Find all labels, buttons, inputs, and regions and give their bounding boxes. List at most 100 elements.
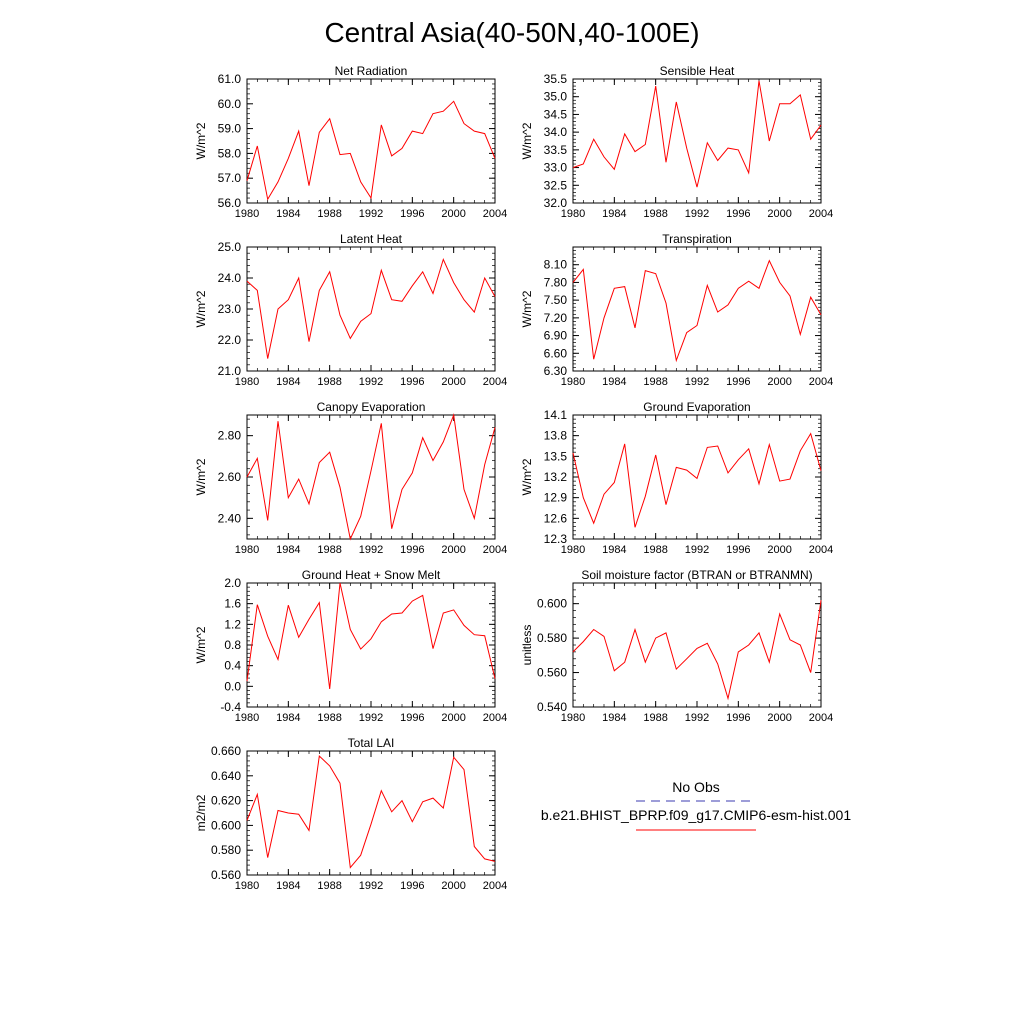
x-tick-label: 2000	[441, 208, 465, 220]
panel-title: Net Radiation	[335, 64, 408, 78]
x-tick-label: 1984	[276, 880, 300, 892]
x-tick-label: 2000	[767, 208, 791, 220]
y-axis-label: m2/m2	[194, 794, 208, 831]
panel-title: Latent Heat	[340, 232, 403, 246]
x-tick-label: 1980	[235, 376, 259, 388]
y-tick-label: 2.0	[224, 576, 241, 590]
y-tick-label: 2.80	[218, 429, 242, 443]
y-tick-label: 33.0	[544, 161, 568, 175]
x-tick-label: 1980	[235, 208, 259, 220]
panel-soil-moisture-factor-btran-or-btranmn: Soil moisture factor (BTRAN or BTRANMN) u…	[520, 568, 833, 724]
series-line	[572, 600, 822, 701]
x-tick-label: 2004	[809, 544, 833, 556]
x-tick-label: 2004	[483, 712, 507, 724]
y-axis-label: W/m^2	[194, 122, 208, 159]
x-tick-label: 1988	[317, 208, 341, 220]
series-line	[572, 80, 822, 188]
y-tick-label: 32.5	[544, 178, 568, 192]
y-tick-label: 57.0	[218, 171, 242, 185]
plot-frame	[246, 582, 496, 708]
y-tick-label: 1.2	[224, 617, 241, 631]
x-tick-label: 1996	[726, 544, 750, 556]
x-tick-label: 1984	[602, 376, 626, 388]
legend-model-label: b.e21.BHIST_BPRP.f09_g17.CMIP6-esm-hist.…	[541, 807, 851, 823]
x-tick-label: 1984	[602, 544, 626, 556]
x-tick-label: 1988	[317, 544, 341, 556]
series-line	[246, 582, 496, 689]
figure-title: Central Asia(40-50N,40-100E)	[324, 17, 699, 48]
y-tick-label: 0.600	[211, 818, 241, 832]
y-tick-label: 0.660	[211, 744, 241, 758]
y-tick-label: 22.0	[218, 333, 242, 347]
y-axis-label: unitless	[520, 625, 534, 666]
x-tick-label: 1992	[359, 544, 383, 556]
x-tick-label: 1980	[235, 712, 259, 724]
panel-canopy-evaporation: Canopy Evaporation W/m^2 1980 1984 1988 1992 1…	[194, 400, 507, 556]
y-tick-label: 35.5	[544, 72, 568, 86]
panels: Net Radiation W/m^2 1980 1984 1988 1992 1996 20…	[194, 64, 833, 892]
plot-frame	[572, 582, 822, 708]
x-tick-label: 1996	[726, 208, 750, 220]
panel-title: Canopy Evaporation	[317, 400, 426, 414]
x-tick-label: 1984	[276, 208, 300, 220]
y-tick-label: 0.4	[224, 659, 241, 673]
x-tick-label: 2000	[441, 880, 465, 892]
y-tick-label: 21.0	[218, 364, 242, 378]
x-tick-label: 2000	[767, 712, 791, 724]
y-tick-label: 23.0	[218, 302, 242, 316]
panel-title: Sensible Heat	[660, 64, 735, 78]
y-tick-label: 0.600	[537, 597, 567, 611]
x-tick-label: 1988	[643, 208, 667, 220]
y-tick-label: 7.20	[544, 311, 568, 325]
y-tick-label: 14.1	[544, 408, 568, 422]
series-line	[246, 754, 496, 869]
x-tick-label: 1996	[400, 208, 424, 220]
y-tick-label: 6.90	[544, 329, 568, 343]
x-tick-label: 1996	[400, 376, 424, 388]
x-tick-label: 1992	[685, 208, 709, 220]
plot-frame	[246, 78, 496, 204]
x-tick-label: 2004	[483, 880, 507, 892]
series-line	[572, 432, 822, 528]
y-tick-label: 0.560	[537, 666, 567, 680]
y-tick-label: 59.0	[218, 122, 242, 136]
panel-net-radiation: Net Radiation W/m^2 1980 1984 1988 1992 1996 20…	[194, 64, 507, 220]
x-tick-label: 1988	[643, 712, 667, 724]
y-tick-label: 1.6	[224, 597, 241, 611]
x-tick-label: 1992	[359, 208, 383, 220]
y-tick-label: 12.6	[544, 511, 568, 525]
y-tick-label: 6.60	[544, 346, 568, 360]
legend-obs-label: No Obs	[672, 779, 719, 795]
y-tick-label: 60.0	[218, 97, 242, 111]
x-tick-label: 1988	[317, 880, 341, 892]
y-tick-label: 32.0	[544, 196, 568, 210]
x-tick-label: 2000	[441, 376, 465, 388]
series-line	[246, 413, 496, 541]
y-tick-label: 13.8	[544, 429, 568, 443]
plot-frame	[572, 246, 822, 372]
y-tick-label: 34.0	[544, 125, 568, 139]
panel-title: Transpiration	[662, 232, 732, 246]
x-tick-label: 1980	[235, 544, 259, 556]
y-tick-label: 35.0	[544, 90, 568, 104]
x-tick-label: 1980	[235, 880, 259, 892]
y-tick-label: 12.9	[544, 491, 568, 505]
y-tick-label: 0.640	[211, 769, 241, 783]
panel-title: Total LAI	[348, 736, 395, 750]
y-tick-label: 56.0	[218, 196, 242, 210]
x-tick-label: 1988	[643, 376, 667, 388]
y-axis-label: W/m^2	[520, 458, 534, 495]
panel-title: Ground Heat + Snow Melt	[302, 568, 441, 582]
series-line	[246, 257, 496, 359]
legend: No Obs b.e21.BHIST_BPRP.f09_g17.CMIP6-es…	[541, 779, 851, 831]
y-axis-label: W/m^2	[194, 290, 208, 327]
y-tick-label: 0.580	[537, 631, 567, 645]
x-tick-label: 1996	[400, 880, 424, 892]
x-tick-label: 1988	[317, 376, 341, 388]
x-tick-label: 2000	[441, 712, 465, 724]
x-tick-label: 1980	[561, 712, 585, 724]
y-tick-label: 24.0	[218, 271, 242, 285]
x-tick-label: 2004	[809, 376, 833, 388]
x-tick-label: 1992	[685, 376, 709, 388]
x-tick-label: 1992	[685, 544, 709, 556]
